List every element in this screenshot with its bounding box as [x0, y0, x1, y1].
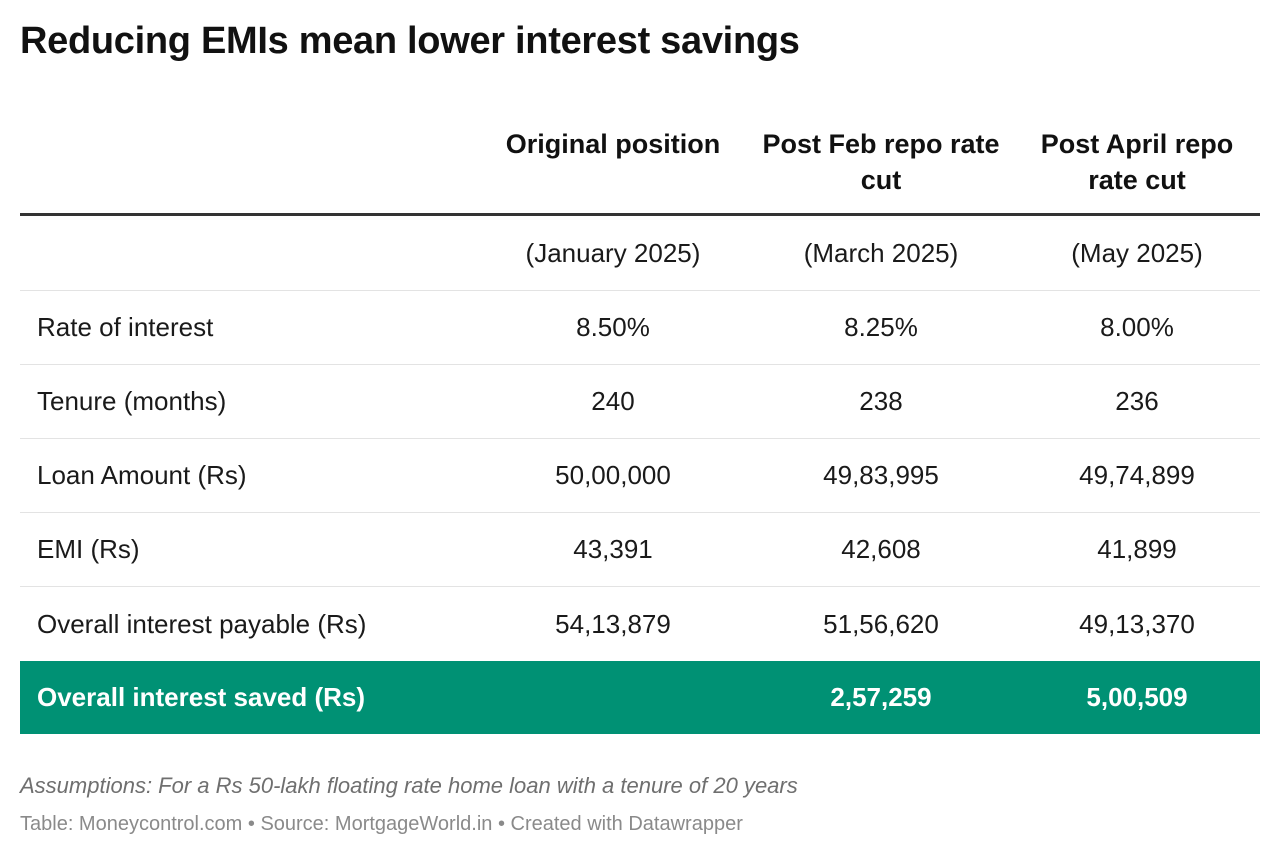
table-cell: 8.00% [1100, 312, 1174, 342]
table-cell: 2,57,259 [830, 682, 932, 712]
table-cell: (May 2025) [1071, 237, 1203, 268]
table-cell: 50,00,000 [555, 460, 671, 490]
table-row-emi: EMI (Rs) 43,391 42,608 41,899 [20, 513, 1260, 587]
column-header-feb-cut: Post Feb repo rate cut [762, 129, 1000, 195]
table-cell: 8.25% [844, 312, 918, 342]
table-cell: (January 2025) [525, 237, 701, 268]
row-label: Loan Amount (Rs) [37, 460, 247, 490]
table-cell: 49,13,370 [1079, 608, 1195, 639]
column-header-label [20, 124, 478, 126]
table-cell: 8.50% [576, 312, 650, 342]
table-row-dates: (January 2025) (March 2025) (May 2025) [20, 216, 1260, 291]
assumptions-note: Assumptions: For a Rs 50-lakh floating r… [20, 773, 798, 798]
table-cell: 51,56,620 [823, 608, 939, 639]
table-cell: 5,00,509 [1086, 682, 1188, 712]
table-header: Original position Post Feb repo rate cut… [20, 124, 1260, 216]
table-cell: 41,899 [1097, 534, 1177, 564]
table-cell: 49,74,899 [1079, 460, 1195, 490]
table-cell: 238 [859, 386, 903, 416]
table-row-tenure: Tenure (months) 240 238 236 [20, 365, 1260, 439]
table-row-loan-amount: Loan Amount (Rs) 50,00,000 49,83,995 49,… [20, 439, 1260, 513]
table-cell: 43,391 [573, 534, 653, 564]
column-header-april-cut: Post April repo rate cut [1040, 129, 1234, 195]
table-row-interest-saved: Overall interest saved (Rs) 2,57,259 5,0… [20, 661, 1260, 734]
table-cell: (March 2025) [803, 237, 959, 268]
column-header-original: Original position [505, 129, 721, 159]
table-cell: 42,608 [841, 534, 921, 564]
source-footer: Table: Moneycontrol.com • Source: Mortga… [20, 813, 743, 835]
row-label: Overall interest saved (Rs) [37, 682, 366, 712]
row-label: EMI (Rs) [37, 534, 140, 564]
table-cell: 240 [591, 386, 635, 416]
table-row-rate: Rate of interest 8.50% 8.25% 8.00% [20, 291, 1260, 365]
table-cell: 49,83,995 [823, 460, 939, 490]
table-row-interest-payable: Overall interest payable (Rs) 54,13,879 … [20, 587, 1260, 661]
row-label: Rate of interest [37, 312, 214, 342]
row-label: Tenure (months) [37, 386, 227, 416]
row-label: Overall interest payable (Rs) [37, 608, 367, 639]
table-cell: 236 [1115, 386, 1159, 416]
data-table: Original position Post Feb repo rate cut… [20, 124, 1260, 734]
chart-title: Reducing EMIs mean lower interest saving… [20, 20, 800, 62]
table-cell: 54,13,879 [555, 608, 671, 639]
